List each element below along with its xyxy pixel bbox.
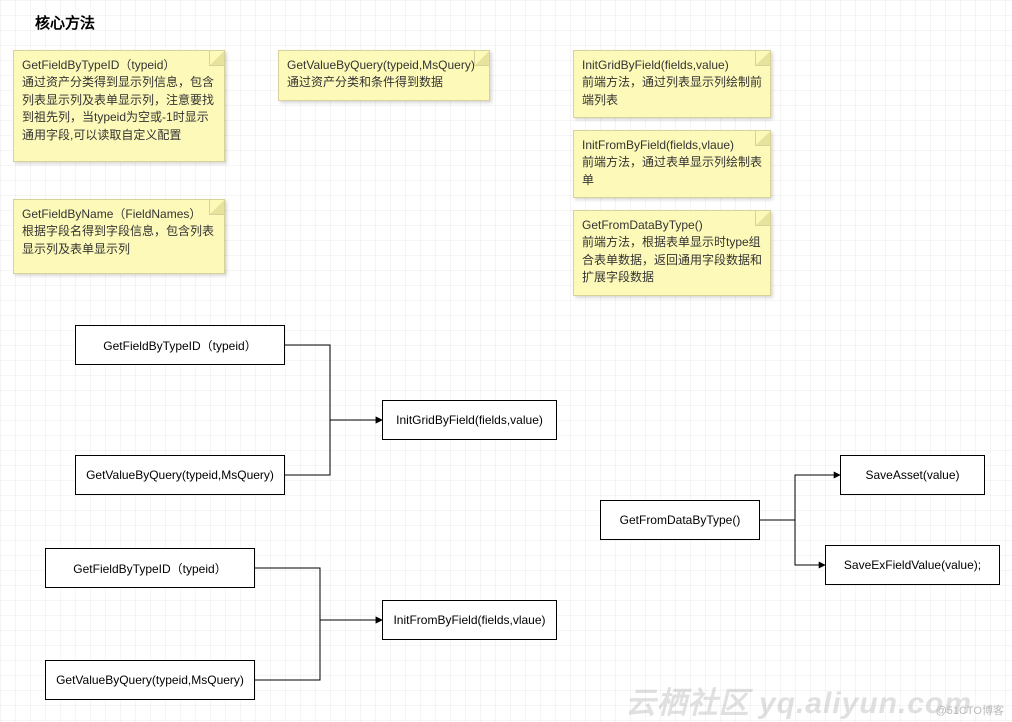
box-getfieldbytypeid-1: GetFieldByTypeID（typeid） (75, 325, 285, 365)
box-saveasset: SaveAsset(value) (840, 455, 985, 495)
note-text: InitFromByField(fields,vlaue) 前端方法，通过表单显… (582, 138, 762, 187)
box-label: InitGridByField(fields,value) (396, 413, 543, 427)
box-label: SaveAsset(value) (865, 468, 959, 482)
note-getfromdatabytype: GetFromDataByType() 前端方法，根据表单显示时type组合表单… (573, 210, 771, 296)
note-getfieldbytypeid: GetFieldByTypeID（typeid） 通过资产分类得到显示列信息，包… (13, 50, 225, 162)
box-label: GetValueByQuery(typeid,MsQuery) (56, 673, 244, 687)
note-getfieldbyname: GetFieldByName（FieldNames） 根据字段名得到字段信息，包… (13, 199, 225, 274)
box-label: GetFieldByTypeID（typeid） (73, 560, 226, 577)
note-initfrombyfield: InitFromByField(fields,vlaue) 前端方法，通过表单显… (573, 130, 771, 198)
note-text: InitGridByField(fields,value) 前端方法，通过列表显… (582, 58, 762, 107)
watermark-faded: 云栖社区 yq.aliyun.com (626, 678, 972, 722)
box-getvaluebyquery-1: GetValueByQuery(typeid,MsQuery) (75, 455, 285, 495)
box-getvaluebyquery-2: GetValueByQuery(typeid,MsQuery) (45, 660, 255, 700)
note-text: GetFieldByTypeID（typeid） 通过资产分类得到显示列信息，包… (22, 58, 214, 142)
box-label: GetFromDataByType() (620, 513, 741, 527)
box-initgridbyfield: InitGridByField(fields,value) (382, 400, 557, 440)
box-label: SaveExFieldValue(value); (844, 558, 981, 572)
box-getfromdatabytype: GetFromDataByType() (600, 500, 760, 540)
note-initgridbyfield: InitGridByField(fields,value) 前端方法，通过列表显… (573, 50, 771, 118)
box-label: GetValueByQuery(typeid,MsQuery) (86, 468, 274, 482)
box-initfrombyfield: InitFromByField(fields,vlaue) (382, 600, 557, 640)
note-text: GetFieldByName（FieldNames） 根据字段名得到字段信息，包… (22, 207, 214, 256)
box-label: InitFromByField(fields,vlaue) (393, 613, 545, 627)
note-getvaluebyquery: GetValueByQuery(typeid,MsQuery) 通过资产分类和条… (278, 50, 490, 101)
watermark-corner: @51CTO博客 (936, 702, 1004, 718)
box-saveexfieldvalue: SaveExFieldValue(value); (825, 545, 1000, 585)
note-text: GetValueByQuery(typeid,MsQuery) 通过资产分类和条… (287, 58, 475, 89)
box-getfieldbytypeid-2: GetFieldByTypeID（typeid） (45, 548, 255, 588)
page-title: 核心方法 (35, 12, 95, 33)
note-text: GetFromDataByType() 前端方法，根据表单显示时type组合表单… (582, 218, 762, 284)
box-label: GetFieldByTypeID（typeid） (103, 337, 256, 354)
